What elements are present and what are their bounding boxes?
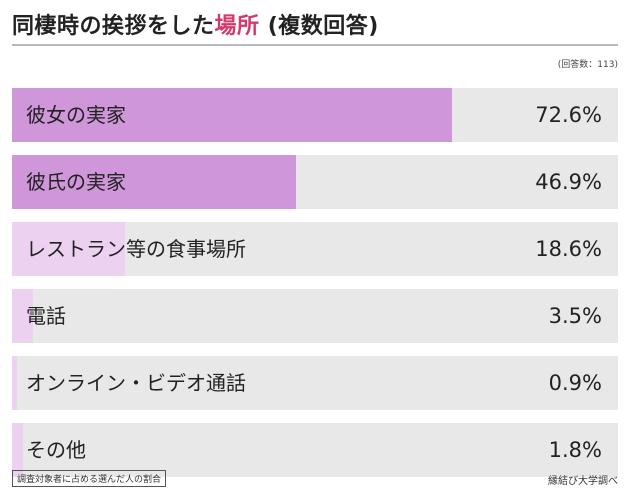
title-divider [12, 44, 618, 46]
category-label: 彼氏の実家 [26, 170, 126, 194]
category-label: レストラン等の食事場所 [26, 237, 246, 261]
footnote: 調査対象者に占める選んだ人の割合 [12, 470, 167, 487]
bar [12, 356, 18, 410]
bar-chart: 彼女の実家 72.6% 彼氏の実家 46.9% レストラン等の食事場所 18.6% 電話 3.… [12, 88, 618, 478]
chart-title-highlight: 場所 [214, 14, 260, 39]
bar-row: その他 1.8% [12, 423, 618, 477]
value-label: 18.6% [535, 237, 602, 261]
value-label: 3.5% [548, 304, 602, 328]
value-label: 72.6% [535, 103, 602, 127]
value-label: 0.9% [548, 371, 602, 395]
bar-row: レストラン等の食事場所 18.6% [12, 222, 618, 276]
bar [12, 222, 125, 276]
bar [12, 423, 23, 477]
bar [12, 155, 297, 209]
bar [12, 88, 452, 142]
source-credit: 縁結び大学調べ [548, 476, 618, 487]
chart-title: 同棲時の挨拶をした場所 (複数回答) [12, 8, 379, 40]
category-label: 電話 [26, 304, 66, 328]
chart-title-suffix: (複数回答) [259, 14, 379, 39]
bar-row: 彼氏の実家 46.9% [12, 155, 618, 209]
bar-row: 電話 3.5% [12, 289, 618, 343]
value-label: 1.8% [548, 438, 602, 462]
sample-size-note: (回答数：113) [557, 60, 618, 70]
bar-row: オンライン・ビデオ通話 0.9% [12, 356, 618, 410]
category-label: その他 [26, 438, 86, 462]
bar-row: 彼女の実家 72.6% [12, 88, 618, 142]
value-label: 46.9% [535, 170, 602, 194]
category-label: オンライン・ビデオ通話 [26, 371, 246, 395]
chart-title-main: 同棲時の挨拶をした [12, 14, 215, 39]
category-label: 彼女の実家 [26, 103, 126, 127]
bar [12, 289, 34, 343]
